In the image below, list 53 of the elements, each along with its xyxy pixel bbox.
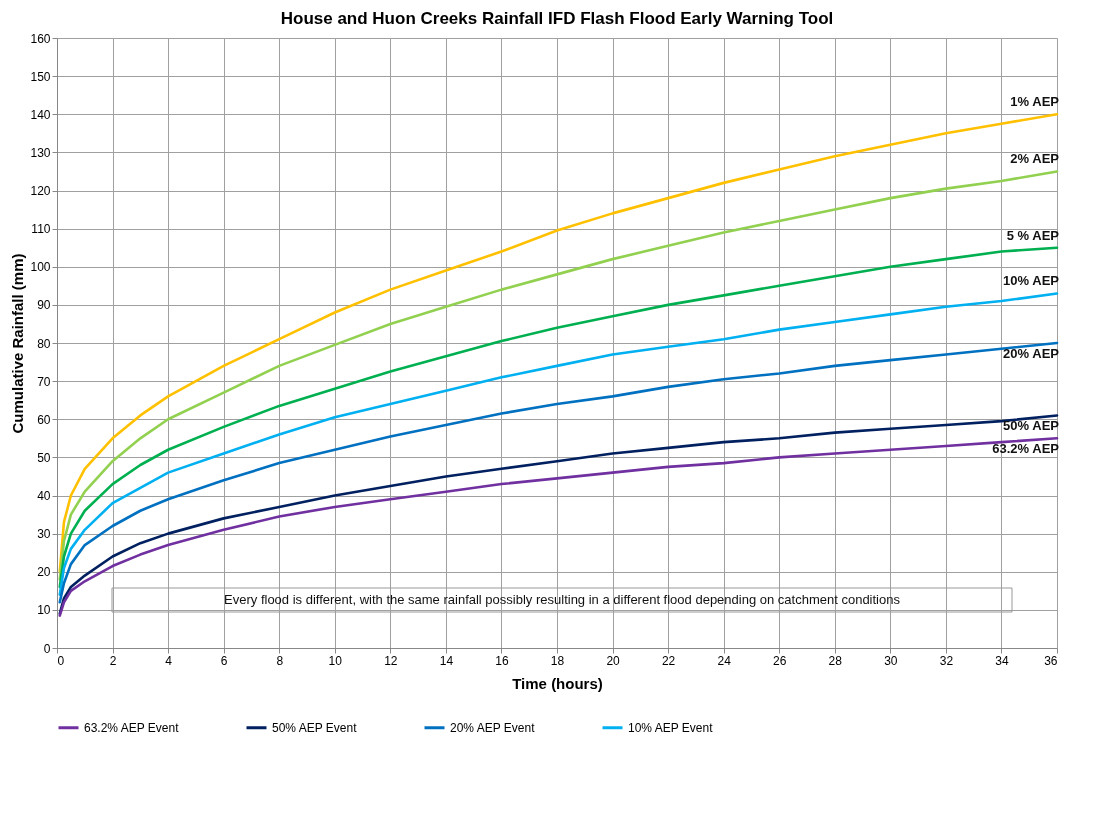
y-tick-label: 10 <box>37 603 51 618</box>
x-tick-label: 30 <box>884 653 898 668</box>
y-tick-label: 140 <box>30 107 51 122</box>
x-tick-label: 12 <box>384 653 398 668</box>
y-tick-label: 90 <box>37 298 51 313</box>
x-tick-label: 16 <box>495 653 509 668</box>
legend-label: 50% AEP Event <box>272 720 358 735</box>
annotation: 1% AEP <box>1010 94 1060 110</box>
x-tick-label: 8 <box>276 653 284 668</box>
x-axis-title: Time (hours) <box>512 674 603 692</box>
y-tick-label: 70 <box>37 374 51 389</box>
x-tick-label: 18 <box>550 653 565 668</box>
x-tick-label: 24 <box>717 653 732 668</box>
x-tick-label: 28 <box>828 653 843 668</box>
y-tick-label: 40 <box>37 489 51 503</box>
legend-label: 63.2% AEP Event <box>84 720 180 735</box>
x-tick-label: 14 <box>439 653 454 668</box>
y-tick-label: 120 <box>30 184 51 198</box>
y-tick-label: 20 <box>37 565 51 580</box>
x-tick-label: 36 <box>1044 653 1058 668</box>
y-tick-label: 110 <box>31 222 51 237</box>
annotation: 63.2% AEP <box>992 441 1060 457</box>
y-tick-label: 60 <box>37 412 51 427</box>
y-tick-label: 160 <box>30 31 51 46</box>
x-tick-label: 4 <box>165 653 173 668</box>
y-tick-label: 130 <box>30 145 51 160</box>
annotation: 10% AEP <box>1003 273 1060 289</box>
y-tick-label: 80 <box>37 336 51 351</box>
x-tick-label: 22 <box>661 653 676 668</box>
y-tick-label: 0 <box>43 641 51 656</box>
legend-label: 20% AEP Event <box>450 720 536 735</box>
annotation: Every flood is different, with the same rainfall possibly resulting in a different flood depending on catchment conditions <box>224 592 901 607</box>
x-tick-label: 26 <box>773 653 787 668</box>
x-tick-label: 6 <box>220 653 228 668</box>
chart-title: House and Huon Creeks Rainfall IFD Flash Flood Early Warning Tool <box>280 9 834 28</box>
x-tick-label: 2 <box>109 653 117 668</box>
y-tick-label: 50 <box>37 450 51 465</box>
legend-label: 10% AEP Event <box>628 720 714 735</box>
y-axis-title: Cumulative Rainfall (mm) <box>9 253 27 434</box>
annotation: 2% AEP <box>1010 151 1060 167</box>
y-tick-label: 150 <box>30 69 51 84</box>
x-tick-label: 0 <box>57 653 65 668</box>
x-tick-label: 34 <box>995 653 1009 668</box>
line-series <box>58 246 1059 589</box>
x-tick-label: 20 <box>606 653 621 668</box>
annotation: 5 % AEP <box>1006 227 1060 243</box>
annotation: 50% AEP <box>1003 418 1060 434</box>
y-tick-label: 100 <box>30 260 51 275</box>
line-series <box>58 292 1059 596</box>
annotation: 20% AEP <box>1003 346 1060 361</box>
y-tick-label: 30 <box>37 527 51 542</box>
x-tick-label: 10 <box>328 653 343 668</box>
x-tick-label: 32 <box>939 653 954 668</box>
